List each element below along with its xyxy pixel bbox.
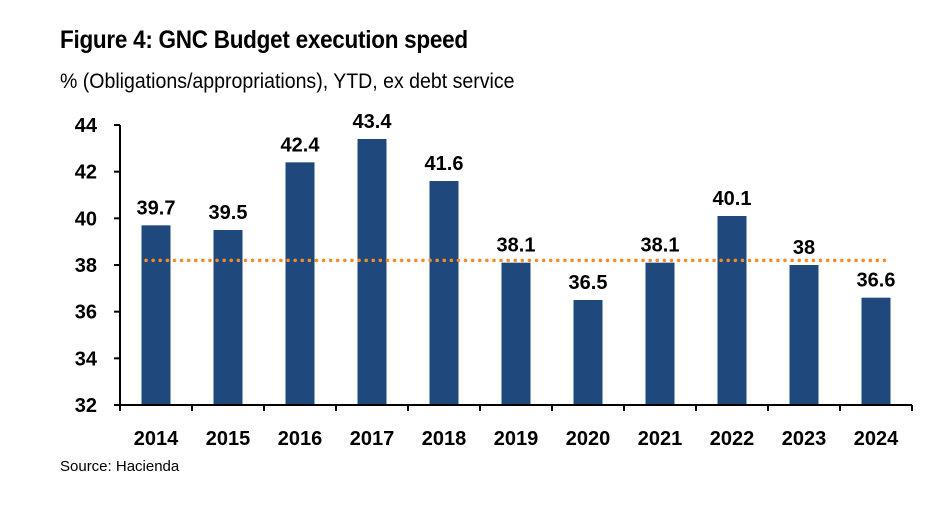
x-tick-label-2020: 2020	[566, 428, 611, 450]
x-tick-label-2015: 2015	[206, 428, 251, 450]
bar-2018	[429, 181, 459, 405]
x-tick-label-2019: 2019	[494, 428, 539, 450]
x-tick-label-2018: 2018	[422, 428, 467, 450]
data-label-2019: 38.1	[497, 235, 536, 257]
y-tick-label-32: 32	[75, 395, 97, 417]
bar-2023	[789, 265, 819, 405]
data-labels-group: 39.7 39.5 42.4 43.4 41.6 38.1 36.5 38.1 40.1 38 36…	[137, 111, 896, 294]
data-label-2015: 39.5	[209, 202, 248, 224]
data-label-2024: 36.6	[857, 270, 896, 292]
bar-2015	[213, 230, 243, 405]
y-tick-label-44: 44	[75, 115, 98, 137]
x-tick-label-2016: 2016	[278, 428, 323, 450]
data-label-2021: 38.1	[641, 235, 680, 257]
bar-2022	[717, 216, 747, 405]
bar-2016	[285, 162, 315, 405]
x-tick-label-2022: 2022	[710, 428, 755, 450]
bar-2017	[357, 139, 387, 405]
data-label-2020: 36.5	[569, 272, 608, 294]
y-tick-label-36: 36	[75, 302, 97, 324]
data-label-2022: 40.1	[713, 188, 752, 210]
x-tick-label-2024: 2024	[854, 428, 899, 450]
data-label-2017: 43.4	[353, 111, 393, 133]
bar-2024	[861, 297, 891, 405]
y-tick-label-34: 34	[75, 348, 98, 370]
bars-group	[141, 139, 891, 405]
bar-2020	[573, 300, 603, 405]
chart-title: Figure 4: GNC Budget execution speed	[60, 26, 468, 54]
chart-source: Source: Hacienda	[60, 458, 180, 475]
data-label-2023: 38	[793, 237, 815, 259]
data-label-2016: 42.4	[281, 134, 321, 156]
y-tick-label-40: 40	[75, 208, 97, 230]
y-tick-label-38: 38	[75, 255, 97, 277]
x-tick-label-2014: 2014	[134, 428, 179, 450]
y-tick-label-42: 42	[75, 162, 97, 184]
chart-subtitle: % (Obligations/appropriations), YTD, ex …	[60, 70, 515, 93]
bar-2019	[501, 262, 531, 405]
data-label-2018: 41.6	[425, 153, 464, 175]
bar-2021	[645, 262, 675, 405]
data-label-2014: 39.7	[137, 197, 176, 219]
x-tick-label-2017: 2017	[350, 428, 395, 450]
x-tick-label-2021: 2021	[638, 428, 683, 450]
axes-group: 2014 2015 2016 2017 2018 2019 2020 2021 2022 2023…	[75, 115, 913, 450]
x-tick-label-2023: 2023	[782, 428, 827, 450]
bar-2014	[141, 225, 171, 405]
